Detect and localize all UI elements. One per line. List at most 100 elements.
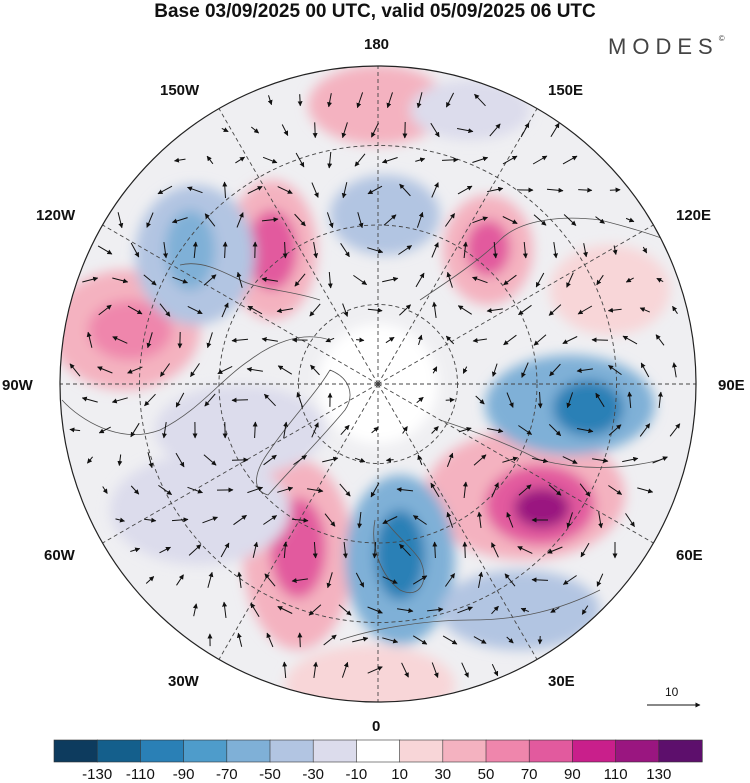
- wind-vector: [202, 516, 218, 524]
- wind-vector: [462, 481, 468, 499]
- wind-vector: [412, 515, 427, 525]
- wind-vector: [577, 305, 593, 315]
- wind-vector: [291, 578, 308, 583]
- wind-vector: [204, 393, 216, 407]
- colorbar-segment: [312, 739, 358, 763]
- copyright-mark: ©: [718, 34, 725, 43]
- wind-vector: [518, 304, 532, 316]
- wind-vector: [397, 608, 414, 613]
- wind-vector: [266, 632, 274, 648]
- wind-vector: [401, 662, 409, 678]
- wind-vector: [221, 302, 229, 318]
- wind-vector: [327, 93, 333, 108]
- wind-vector: [656, 277, 664, 283]
- wind-vector: [491, 363, 498, 377]
- wind-vector: [130, 485, 140, 495]
- wind-vector: [382, 576, 398, 584]
- n-pacific-high: [308, 66, 448, 145]
- wind-vector: [235, 156, 246, 164]
- wind-vector: [159, 303, 171, 317]
- wind-vector: [462, 541, 468, 559]
- wind-vector: [415, 157, 426, 163]
- wind-vector: [326, 212, 334, 229]
- wind-vector: [207, 571, 214, 588]
- wind-vector: [112, 336, 128, 344]
- lon-label-0: 0: [372, 718, 381, 735]
- wind-vector: [312, 122, 318, 139]
- wind-vector: [475, 395, 485, 405]
- wind-vector: [609, 187, 621, 193]
- wind-vector: [277, 365, 293, 375]
- map-title: Base 03/09/2025 00 UTC, valid 05/09/2025…: [154, 1, 596, 22]
- meridian-line: [377, 383, 654, 544]
- wind-vector: [548, 484, 562, 496]
- colorbar-tick-label: 30: [434, 766, 452, 783]
- wind-vector: [222, 241, 228, 259]
- wind-vector: [412, 635, 428, 645]
- wind-vector: [562, 456, 578, 464]
- wind-vector: [445, 92, 455, 108]
- wind-vector: [457, 305, 472, 315]
- wind-vector: [174, 157, 186, 163]
- wind-vector: [402, 426, 408, 434]
- wind-vector: [595, 216, 605, 224]
- wind-vector: [281, 124, 289, 136]
- wind-vector: [579, 483, 591, 497]
- wind-vector: [492, 241, 498, 259]
- wind-vector: [308, 604, 322, 616]
- wind-vector: [383, 214, 397, 226]
- wind-vector: [187, 186, 203, 194]
- wind-vector: [432, 301, 437, 318]
- wind-vector: [625, 277, 634, 283]
- wind-vector: [381, 157, 398, 164]
- wind-vector: [415, 272, 425, 288]
- wind-vector: [431, 242, 439, 258]
- wind-vector: [171, 517, 189, 523]
- wind-vector: [326, 572, 333, 589]
- wind-vector: [175, 392, 185, 408]
- wind-vector: [282, 541, 288, 559]
- wind-vector: [672, 362, 677, 378]
- wind-vector: [261, 217, 279, 223]
- wind-vector: [502, 216, 518, 224]
- wind-vector: [264, 573, 276, 587]
- wind-vector: [277, 186, 293, 194]
- wind-vector: [159, 546, 171, 554]
- wind-vector: [532, 457, 549, 464]
- wind-vector: [371, 426, 379, 434]
- wind-vector: [487, 186, 504, 193]
- wind-vector: [117, 454, 123, 466]
- wind-vector: [157, 185, 173, 195]
- wind-vector: [417, 334, 423, 346]
- wind-vector: [370, 482, 380, 498]
- colorbar-segment: [442, 739, 487, 763]
- wind-vector: [146, 212, 154, 228]
- wind-vector: [385, 457, 394, 463]
- wind-vector: [324, 513, 336, 527]
- wind-vector: [550, 122, 560, 138]
- iceland-low: [440, 570, 600, 650]
- lon-label-90e: 90E: [718, 377, 745, 394]
- wind-vector: [562, 336, 578, 344]
- colorbar-segment: [53, 739, 98, 763]
- wind-vector: [506, 512, 514, 528]
- wind-vector: [267, 95, 273, 106]
- colorbar-tick-label: -130: [82, 766, 113, 783]
- colorbar-segment: [615, 739, 660, 763]
- wind-vector: [432, 541, 438, 559]
- wind-vector: [144, 517, 157, 523]
- wind-vector: [356, 337, 365, 343]
- colorbar-segment: [399, 739, 444, 763]
- wind-vector: [416, 211, 424, 228]
- coastline-greenland: [256, 369, 351, 496]
- hudson-low: [110, 455, 290, 565]
- wind-vector: [472, 216, 488, 224]
- wind-vector: [204, 213, 216, 227]
- wind-vector: [489, 123, 501, 137]
- lon-label-120e: 120E: [676, 207, 712, 224]
- wind-vector: [382, 637, 399, 644]
- wind-vector: [98, 304, 112, 316]
- colorbar-tick-label: -90: [172, 766, 195, 783]
- wind-vector: [145, 576, 155, 584]
- wind-vector: [596, 274, 604, 286]
